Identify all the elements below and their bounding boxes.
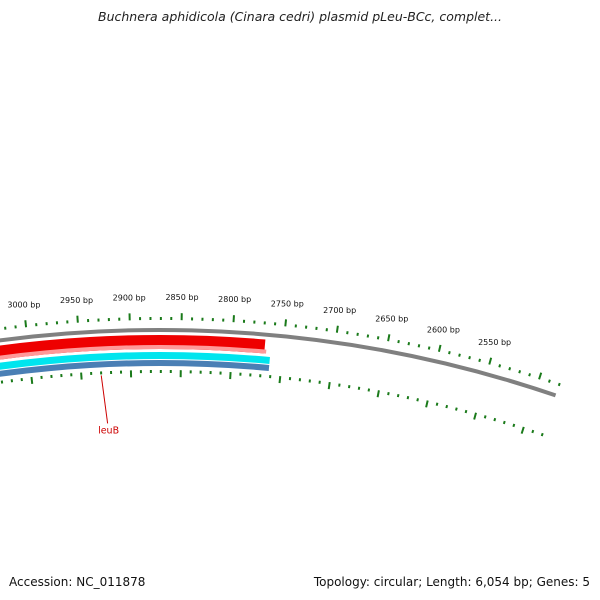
major-tick — [387, 334, 391, 342]
minor-tick — [397, 339, 400, 344]
minor-tick — [427, 346, 431, 350]
minor-tick — [406, 395, 410, 400]
minor-tick — [512, 423, 516, 428]
scale-label: 2700 bp — [323, 306, 356, 315]
scale-label: 2850 bp — [165, 293, 198, 302]
minor-tick — [448, 351, 451, 355]
scale-label: 2800 bp — [218, 295, 251, 304]
minor-tick — [416, 398, 419, 402]
scale-label: 2950 bp — [60, 296, 93, 305]
minor-tick — [455, 407, 458, 411]
major-tick — [284, 319, 288, 327]
minor-tick — [366, 334, 370, 338]
minor-tick — [445, 404, 449, 409]
minor-tick — [518, 370, 522, 374]
minor-tick — [557, 382, 561, 387]
gene-label-leub[interactable]: leuB — [98, 425, 119, 436]
minor-tick — [396, 393, 400, 398]
scale-label: 2750 bp — [271, 300, 304, 309]
scale-label: 2650 bp — [375, 315, 408, 324]
minor-tick — [508, 367, 512, 371]
minor-tick — [387, 391, 390, 396]
map-title: Buchnera aphidicola (Cinara cedri) plasm… — [98, 9, 502, 24]
minor-tick — [458, 353, 461, 357]
minor-tick — [407, 342, 411, 346]
minor-tick — [531, 429, 535, 434]
scale-label: 2900 bp — [113, 293, 146, 302]
inner-tick-marks — [0, 369, 544, 437]
minor-tick — [498, 364, 502, 368]
minor-tick — [493, 417, 497, 422]
minor-tick — [468, 356, 471, 360]
minor-tick — [528, 373, 532, 377]
rna-leub-feature[interactable] — [0, 359, 270, 411]
major-tick — [473, 412, 477, 420]
major-tick — [24, 320, 28, 328]
major-tick — [278, 375, 282, 384]
scale-label: 3000 bp — [7, 300, 40, 309]
minor-tick — [547, 379, 551, 383]
minor-tick — [417, 344, 421, 348]
major-tick — [437, 344, 442, 353]
major-tick — [520, 426, 525, 434]
major-tick — [425, 400, 429, 408]
minor-tick — [357, 386, 361, 390]
cds-leub-feature[interactable] — [0, 352, 270, 404]
major-tick — [488, 357, 493, 365]
major-tick — [335, 325, 339, 333]
minor-tick — [367, 388, 371, 392]
minor-tick — [435, 402, 439, 406]
scale-label: 2550 bp — [478, 338, 511, 347]
scale-label: 2600 bp — [427, 325, 460, 334]
minor-tick — [464, 409, 468, 414]
gene-label-leader — [100, 375, 109, 424]
major-tick — [538, 372, 543, 380]
scale-labels: 3000 bp 2950 bp 2900 bp 2850 bp 2800 bp 2750 … — [7, 293, 511, 347]
minor-tick — [502, 420, 506, 425]
major-tick — [376, 390, 380, 398]
minor-tick — [540, 432, 544, 437]
topology-summary: Topology: circular; Length: 6,054 bp; Ge… — [313, 575, 590, 589]
major-tick — [327, 382, 331, 390]
minor-tick — [483, 415, 487, 419]
minor-tick — [478, 358, 482, 363]
outer-tick-marks — [4, 313, 561, 387]
plasmid-backbone — [0, 328, 557, 398]
gene-leub-feature-shade — [0, 345, 267, 360]
minor-tick — [376, 336, 380, 340]
accession-text: Accession: NC_011878 — [9, 575, 146, 589]
major-tick — [30, 376, 34, 385]
